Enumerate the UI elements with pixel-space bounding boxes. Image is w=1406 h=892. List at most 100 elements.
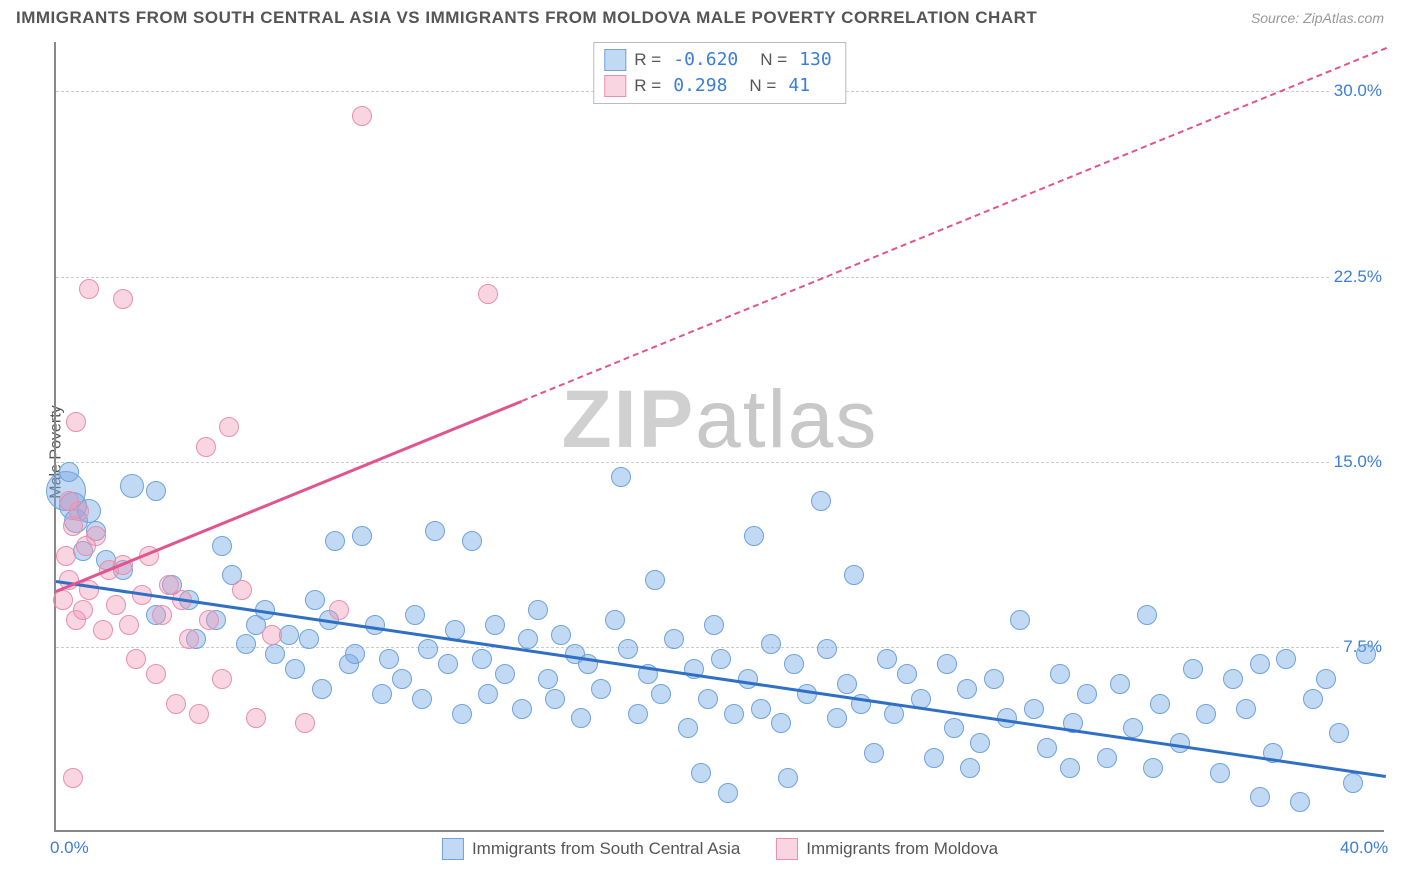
data-point	[1077, 684, 1097, 704]
data-point	[691, 763, 711, 783]
swatch-icon	[604, 75, 626, 97]
watermark-bold: ZIP	[562, 374, 696, 465]
data-point	[1196, 704, 1216, 724]
chart-title: IMMIGRANTS FROM SOUTH CENTRAL ASIA VS IM…	[16, 8, 1037, 28]
gridline	[56, 277, 1384, 278]
data-point	[485, 615, 505, 635]
data-point	[495, 664, 515, 684]
data-point	[199, 610, 219, 630]
data-point	[738, 669, 758, 689]
corr-r-value: -0.620	[673, 47, 738, 73]
data-point	[438, 654, 458, 674]
data-point	[63, 768, 83, 788]
data-point	[478, 284, 498, 304]
data-point	[59, 491, 79, 511]
data-point	[1276, 649, 1296, 669]
trend-line	[56, 580, 1386, 778]
data-point	[711, 649, 731, 669]
xtick-label: 40.0%	[1340, 838, 1388, 858]
data-point	[472, 649, 492, 669]
data-point	[897, 664, 917, 684]
data-point	[778, 768, 798, 788]
data-point	[1356, 644, 1376, 664]
data-point	[119, 615, 139, 635]
data-point	[571, 708, 591, 728]
data-point	[877, 649, 897, 669]
series-legend: Immigrants from South Central AsiaImmigr…	[442, 838, 998, 860]
data-point	[628, 704, 648, 724]
data-point	[79, 279, 99, 299]
data-point	[106, 595, 126, 615]
data-point	[844, 565, 864, 585]
data-point	[219, 417, 239, 437]
data-point	[1110, 674, 1130, 694]
data-point	[379, 649, 399, 669]
data-point	[1223, 669, 1243, 689]
corr-n-label: N =	[749, 73, 776, 99]
header: IMMIGRANTS FROM SOUTH CENTRAL ASIA VS IM…	[0, 0, 1406, 36]
swatch-icon	[776, 838, 798, 860]
xtick-label: 0.0%	[50, 838, 89, 858]
data-point	[678, 718, 698, 738]
data-point	[761, 634, 781, 654]
data-point	[1343, 773, 1363, 793]
data-point	[412, 689, 432, 709]
data-point	[611, 467, 631, 487]
source-label: Source: ZipAtlas.com	[1251, 10, 1384, 26]
data-point	[365, 615, 385, 635]
ytick-label: 22.5%	[1330, 267, 1386, 287]
data-point	[718, 783, 738, 803]
corr-n-label: N =	[760, 47, 787, 73]
data-point	[1097, 748, 1117, 768]
data-point	[179, 629, 199, 649]
data-point	[152, 605, 172, 625]
data-point	[452, 704, 472, 724]
data-point	[645, 570, 665, 590]
data-point	[212, 536, 232, 556]
data-point	[984, 669, 1004, 689]
data-point	[651, 684, 671, 704]
data-point	[751, 699, 771, 719]
swatch-icon	[442, 838, 464, 860]
data-point	[478, 684, 498, 704]
data-point	[418, 639, 438, 659]
data-point	[970, 733, 990, 753]
corr-r-label: R =	[634, 47, 661, 73]
data-point	[937, 654, 957, 674]
corr-n-value: 130	[799, 47, 832, 73]
data-point	[811, 491, 831, 511]
data-point	[837, 674, 857, 694]
data-point	[545, 689, 565, 709]
data-point	[325, 531, 345, 551]
data-point	[1183, 659, 1203, 679]
data-point	[305, 590, 325, 610]
data-point	[1290, 792, 1310, 812]
gridline	[56, 462, 1384, 463]
data-point	[146, 481, 166, 501]
legend-item: Immigrants from Moldova	[776, 838, 998, 860]
data-point	[664, 629, 684, 649]
data-point	[113, 289, 133, 309]
data-point	[126, 649, 146, 669]
data-point	[189, 704, 209, 724]
data-point	[246, 708, 266, 728]
data-point	[957, 679, 977, 699]
data-point	[120, 474, 144, 498]
legend-label: Immigrants from Moldova	[806, 839, 998, 859]
corr-row: R = -0.620 N = 130	[604, 47, 835, 73]
data-point	[59, 462, 79, 482]
data-point	[1060, 758, 1080, 778]
data-point	[73, 600, 93, 620]
data-point	[285, 659, 305, 679]
data-point	[329, 600, 349, 620]
data-point	[236, 634, 256, 654]
data-point	[1137, 605, 1157, 625]
data-point	[704, 615, 724, 635]
data-point	[744, 526, 764, 546]
data-point	[295, 713, 315, 733]
data-point	[1250, 654, 1270, 674]
data-point	[212, 669, 232, 689]
correlation-legend: R =-0.620N = 130R =0.298N = 41	[593, 42, 846, 104]
corr-n-value: 41	[788, 73, 810, 99]
data-point	[827, 708, 847, 728]
